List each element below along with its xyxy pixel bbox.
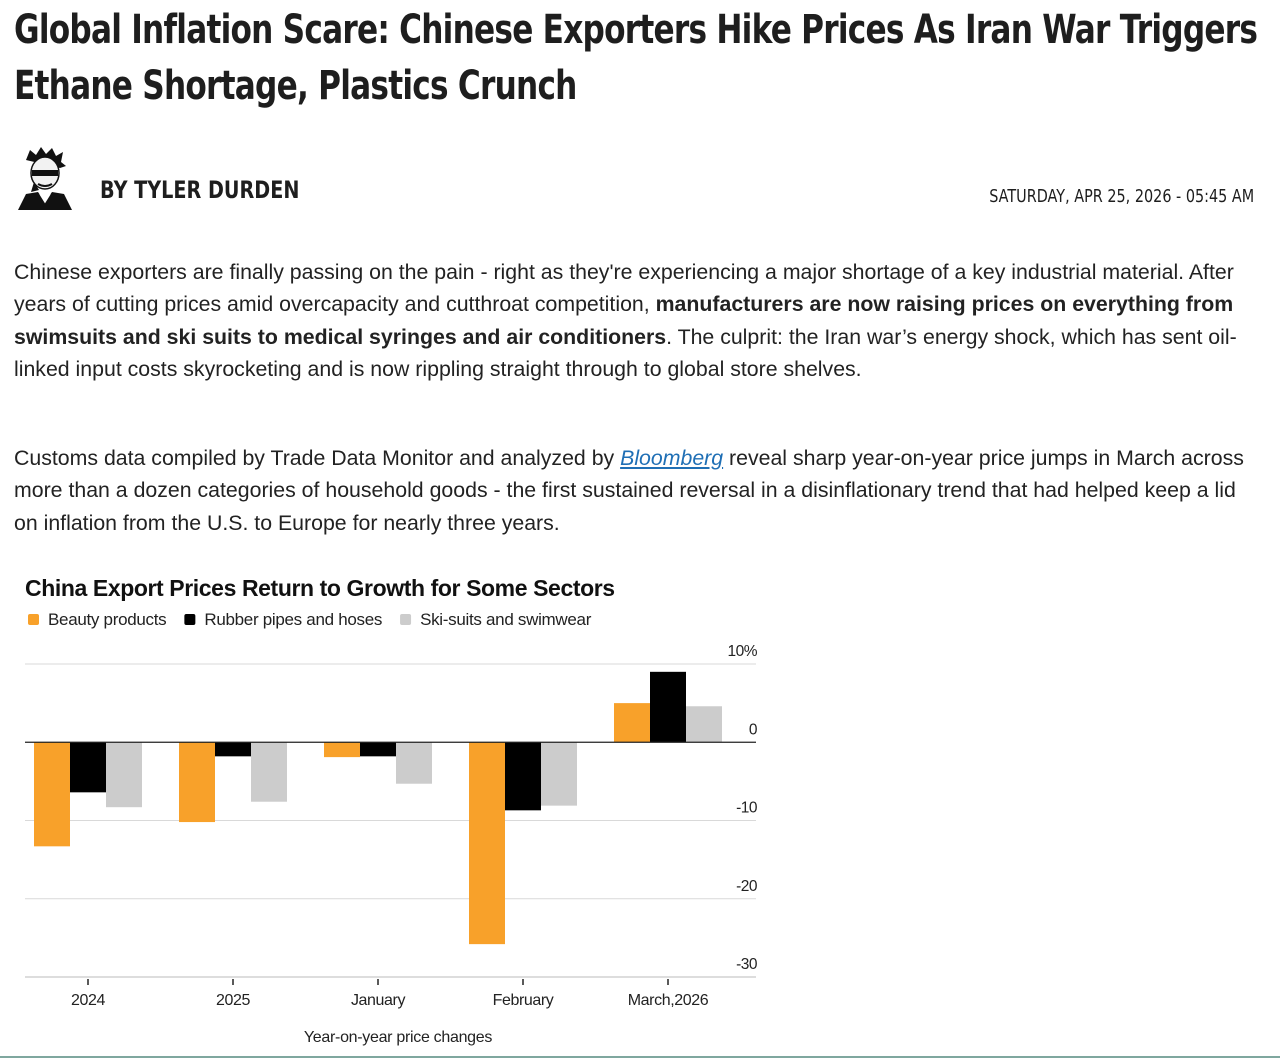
bar-1-1 [215,742,251,757]
article-paragraph-1: Chinese exporters are finally passing on… [14,256,1260,386]
export-prices-chart: China Export Prices Return to Growth for… [14,568,784,1054]
paragraph-1-outro: . The culprit: the Iran war’s energy sho… [14,324,1237,382]
bar-2-1 [251,742,287,802]
legend-swatch-2 [400,614,412,625]
byline: BY TYLER DURDEN SATURDAY, APR 25, 2026 -… [14,146,1254,212]
bar-1-4 [650,671,686,743]
y-tick-label-2: -10 [736,800,758,817]
x-tick-label-2: January [351,992,406,1009]
legend-label-0: Beauty products [48,610,166,629]
paragraph-1-intro: Chinese exporters are finally passing on… [14,260,1234,317]
legend-swatch-1 [184,614,196,625]
bar-0-3 [469,742,505,945]
x-tick-label-1: 2025 [216,992,250,1009]
paragraph-2-outro: reveal sharp year-on-year price jumps in… [14,446,1244,535]
bar-2-0 [106,742,142,808]
bar-0-4 [614,703,650,743]
x-tick-label-4: March,2026 [628,992,709,1009]
x-axis-title: Year-on-year price changes [304,1029,492,1046]
x-tick-label-3: February [493,992,554,1009]
bloomberg-link[interactable]: Bloomberg [620,446,724,470]
y-tick-label-4: -30 [736,956,758,973]
bottom-divider [0,1056,1280,1058]
chart-title: China Export Prices Return to Growth for… [25,575,615,601]
y-tick-label-0: 10% [727,643,757,660]
legend-label-1: Rubber pipes and hoses [204,610,382,629]
chart-canvas: China Export Prices Return to Growth for… [25,575,758,1046]
article-paragraph-2: Customs data compiled by Trade Data Moni… [14,442,1260,539]
legend-swatch-0 [28,614,39,625]
bar-1-0 [70,742,106,793]
paragraph-2-intro: Customs data compiled by Trade Data Moni… [14,446,621,470]
bar-1-2 [360,742,396,757]
paragraph-1-bold: manufacturers are now raising prices on … [14,292,1234,349]
bar-0-0 [34,742,70,847]
publish-date: SATURDAY, APR 25, 2026 - 05:45 AM [989,186,1254,207]
bar-2-4 [686,706,722,743]
legend-label-2: Ski-suits and swimwear [420,610,592,629]
y-tick-label-3: -20 [736,878,758,895]
bar-2-3 [541,742,577,806]
y-tick-label-1: 0 [749,721,758,738]
bar-2-2 [396,742,432,784]
bar-1-3 [505,742,541,811]
bar-0-1 [179,742,215,823]
headline: Global Inflation Scare: Chinese Exporter… [14,7,1258,109]
author-avatar[interactable] [14,146,74,210]
x-tick-label-0: 2024 [71,992,105,1009]
bar-0-2 [324,742,360,758]
author-name[interactable]: BY TYLER DURDEN [100,176,300,204]
